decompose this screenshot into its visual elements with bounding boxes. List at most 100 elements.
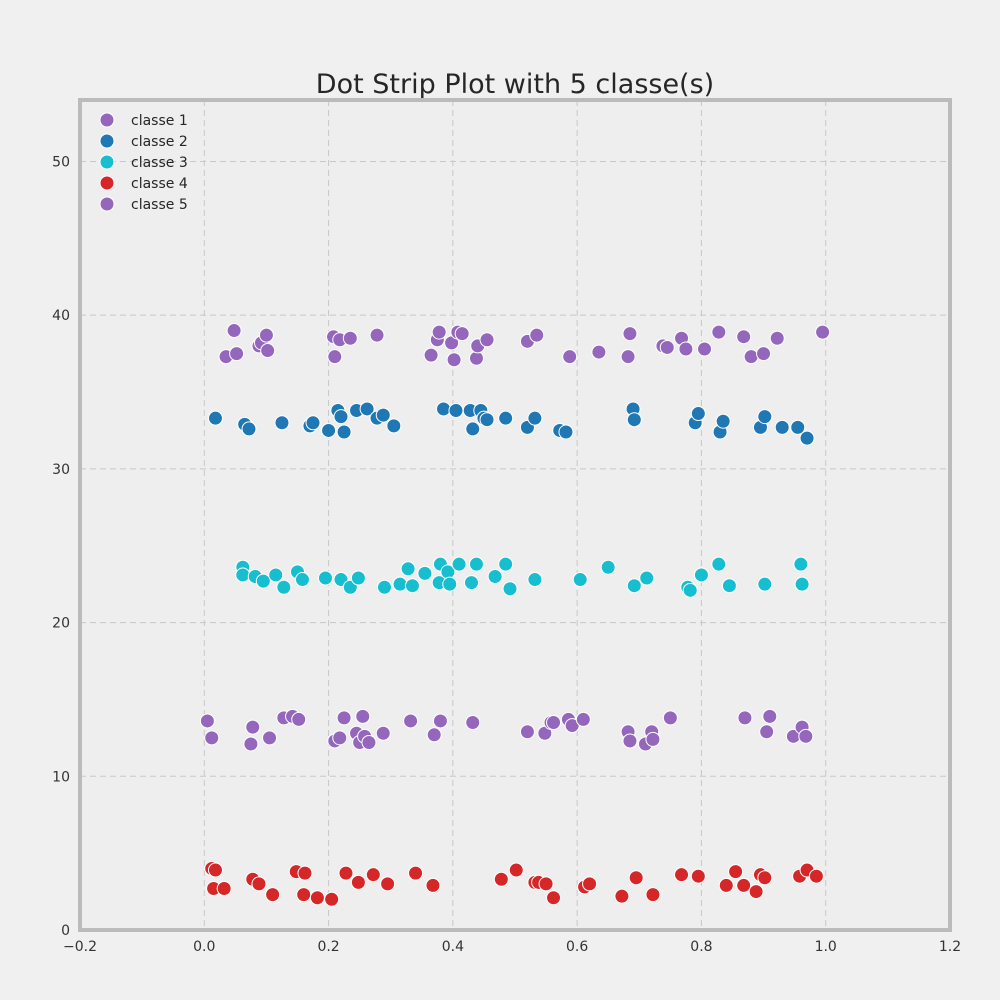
data-point [479,332,495,348]
data-point [465,715,481,730]
data-point [327,349,343,365]
y-tick-label: 40 [52,308,70,324]
legend-marker [99,196,115,212]
data-point [464,575,479,591]
y-tick-label: 30 [52,462,70,478]
legend-label: classe 3 [131,155,188,171]
data-point [317,570,333,586]
x-tick-label: 1.2 [939,939,961,955]
data-point [377,579,392,595]
data-point [448,402,464,418]
data-point [737,710,753,726]
x-tick-label: 0.6 [566,939,588,955]
data-point [204,730,220,746]
data-point [296,887,312,903]
data-point [736,329,752,345]
data-point [794,576,810,592]
data-point [338,865,354,881]
data-point [626,412,642,428]
data-point [369,327,385,343]
data-point [375,407,391,423]
x-tick-label: 1.0 [815,939,837,955]
data-point [226,323,242,339]
data-point [759,724,775,740]
data-point [400,561,416,577]
data-point [774,419,790,435]
data-point [375,725,391,741]
data-point [207,410,223,426]
data-point [546,890,562,906]
data-point [793,556,809,572]
data-point [365,867,381,883]
data-point [454,326,470,342]
x-tick-label: −0.2 [63,939,97,955]
data-point [582,876,598,892]
data-point [572,572,588,588]
data-point [690,868,706,884]
data-point [350,874,366,890]
data-point [538,876,554,892]
data-point [442,576,458,592]
x-tick-label: 0.0 [193,939,215,955]
series-2 [207,401,815,446]
data-point [336,424,352,440]
x-axis-ticks: −0.2 0.0 0.2 0.4 0.6 0.8 1.0 1.2 [63,939,961,955]
data-point [245,719,261,735]
data-point [336,710,352,726]
data-point [258,327,274,343]
data-point [527,572,543,588]
y-tick-label: 10 [52,769,70,785]
data-point [408,865,424,881]
legend-marker [99,154,115,170]
legend-label: classe 5 [131,197,188,213]
data-point [711,556,727,572]
series-5 [218,323,831,368]
data-point [674,867,690,883]
data-point [498,410,514,426]
data-point [728,864,744,880]
data-point [645,731,661,747]
data-point [268,567,284,583]
y-tick-label: 0 [61,923,70,939]
data-point [529,327,545,343]
data-point [690,406,706,422]
data-point [386,418,402,434]
y-axis-ticks: 0 10 20 30 40 50 [52,154,70,939]
legend-label: classe 4 [131,176,188,192]
data-point [626,578,642,594]
x-tick-label: 0.2 [317,939,339,955]
data-point [274,415,290,431]
data-point [790,419,806,435]
data-point [207,862,223,878]
data-point [262,730,278,746]
legend: classe 1 classe 2 classe 3 classe 4 classe 5 [99,112,188,213]
data-point [622,326,638,342]
data-points [199,323,831,907]
data-point [808,868,824,884]
series-3 [235,556,810,598]
data-point [519,724,535,740]
data-point [359,401,375,417]
data-point [333,409,349,425]
data-point [757,409,773,425]
data-point [350,570,366,586]
data-point [487,568,503,584]
data-point [451,556,467,572]
data-point [425,877,441,893]
data-point [423,347,439,363]
data-point [620,349,636,365]
x-tick-label: 0.8 [690,939,712,955]
data-point [321,422,337,438]
data-point [426,727,442,743]
data-point [659,339,675,355]
legend-marker [99,133,115,149]
legend-marker [99,112,115,128]
data-point [465,421,481,437]
data-point [748,884,764,900]
data-point [493,871,509,887]
data-point [216,881,232,896]
data-point [756,346,772,362]
plot-area [80,100,950,930]
data-point [332,730,348,746]
